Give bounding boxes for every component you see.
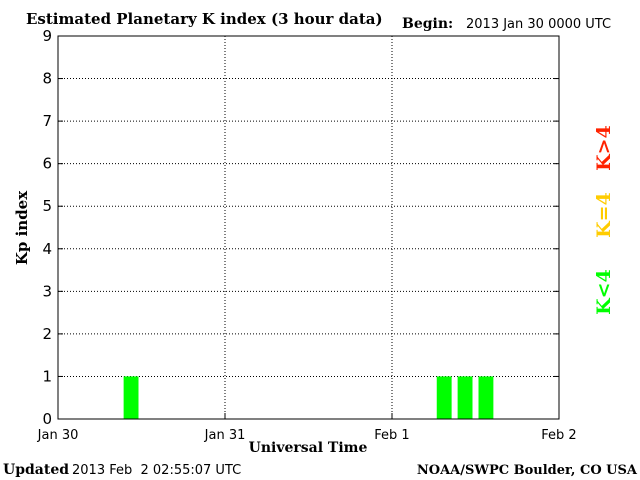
- kp-bar: [457, 376, 473, 419]
- begin-label: Begin:: [402, 16, 453, 32]
- y-axis-label: Kp index: [13, 190, 31, 265]
- y-tick-label: 0: [42, 410, 52, 428]
- kp-bar: [123, 376, 139, 419]
- x-tick-label: Feb 2: [541, 428, 576, 443]
- updated-value: 2013 Feb 2 02:55:07 UTC: [72, 463, 241, 478]
- legend-k-less-4: K<4: [593, 269, 615, 315]
- bars-group: [123, 376, 494, 419]
- x-tick-label: Jan 30: [37, 428, 79, 443]
- chart-title: Estimated Planetary K index (3 hour data…: [26, 10, 383, 28]
- x-tick-label: Feb 1: [374, 428, 409, 443]
- y-tick-label: 3: [42, 282, 52, 300]
- source-credit: NOAA/SWPC Boulder, CO USA: [417, 463, 638, 478]
- y-axis-ticks: 0 1 2 3 4 5 6 7 8 9: [42, 27, 559, 428]
- updated-label: Updated: [3, 462, 69, 478]
- y-tick-label: 6: [42, 155, 52, 173]
- y-tick-label: 5: [42, 197, 52, 215]
- y-tick-label: 4: [42, 240, 52, 258]
- begin-value: 2013 Jan 30 0000 UTC: [466, 17, 611, 32]
- grid-lines: [58, 36, 559, 419]
- x-tick-label: Jan 31: [204, 428, 246, 443]
- y-tick-label: 1: [42, 367, 52, 385]
- y-tick-label: 9: [42, 27, 52, 45]
- kp-bar: [436, 376, 452, 419]
- plot-frame: [57, 35, 560, 420]
- x-axis-ticks: Jan 30 Jan 31 Feb 1 Feb 2: [37, 413, 577, 443]
- y-tick-label: 8: [42, 70, 52, 88]
- legend-k-greater-4: K>4: [593, 125, 615, 171]
- kp-bar: [478, 376, 494, 419]
- x-axis-label: Universal Time: [249, 440, 368, 456]
- y-tick-label: 2: [42, 325, 52, 343]
- y-tick-label: 7: [42, 112, 52, 130]
- legend-k-equal-4: K=4: [593, 192, 615, 238]
